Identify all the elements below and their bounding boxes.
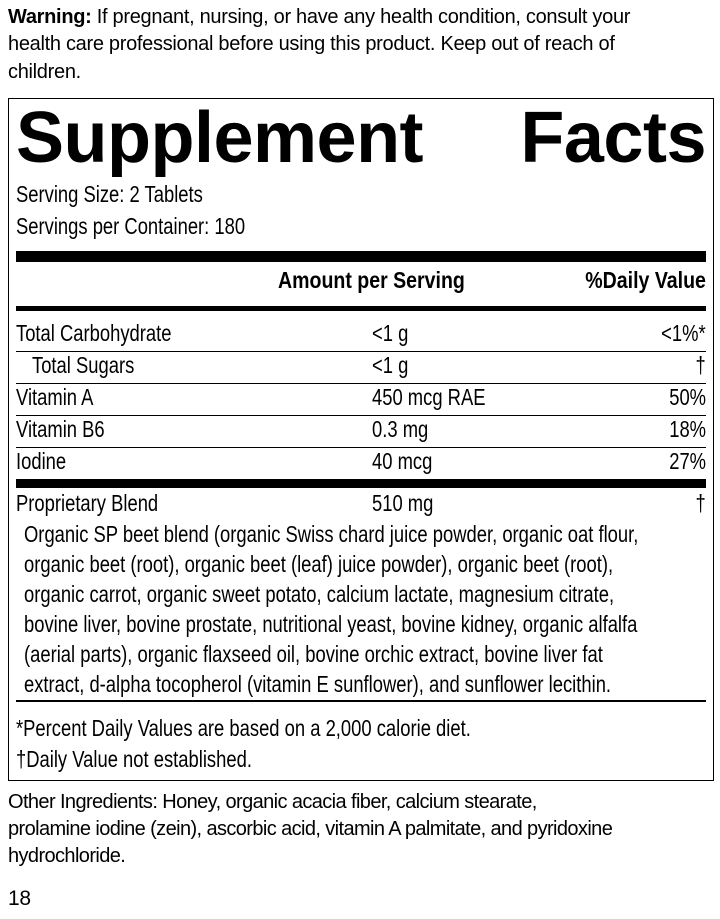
nutrient-name: Total Sugars (32, 352, 135, 378)
blend-ingredients-line: Organic SP beet blend (organic Swiss cha… (24, 521, 639, 547)
other-ingredients-line: prolamine iodine (zein), ascorbic acid, … (8, 818, 613, 840)
nutrient-name: Iodine (16, 448, 67, 474)
row-divider (16, 447, 706, 448)
header-amount: Amount per Serving (278, 267, 465, 293)
divider (16, 700, 706, 702)
title-word: Facts (520, 98, 706, 178)
blend-ingredients-line: organic carrot, organic sweet potato, ca… (24, 581, 615, 607)
nutrient-amount: <1 g (372, 320, 409, 346)
warning-line-3: children. (8, 61, 81, 83)
other-ingredients-line: Other Ingredients: Honey, organic acacia… (8, 791, 537, 813)
nutrient-amount: <1 g (372, 352, 409, 378)
nutrient-name: Vitamin A (16, 384, 94, 410)
nutrient-amount: 40 mcg (372, 448, 433, 474)
divider-medium (16, 306, 706, 311)
serving-size: Serving Size: 2 Tablets (16, 181, 203, 207)
divider-thick (16, 479, 706, 488)
footnote-dagger: †Daily Value not established. (16, 746, 252, 772)
blend-ingredients-line: (aerial parts), organic flaxseed oil, bo… (24, 641, 603, 667)
nutrient-name: Total Carbohydrate (16, 320, 172, 346)
blend-ingredients-line: organic beet (root), organic beet (leaf)… (24, 551, 614, 577)
warning-line-2: health care professional before using th… (8, 33, 615, 55)
row-divider (16, 383, 706, 384)
divider-thick (16, 251, 706, 262)
page-number: 18 (8, 887, 31, 910)
panel-title: Supplement Facts (16, 98, 706, 178)
warning-label: Warning: (8, 6, 92, 28)
title-word: Supplement (16, 98, 424, 178)
nutrient-amount: 450 mcg RAE (372, 384, 486, 410)
servings-per-container: Servings per Container: 180 (16, 213, 246, 239)
blend-dv: † (695, 490, 706, 516)
other-ingredients-line: hydrochloride. (8, 845, 126, 867)
warning-line-1: Warning: If pregnant, nursing, or have a… (8, 6, 630, 29)
nutrient-dv: <1%* (661, 320, 707, 346)
nutrient-amount: 0.3 mg (372, 416, 429, 442)
nutrient-dv: 27% (669, 448, 706, 474)
row-divider (16, 415, 706, 416)
nutrient-dv: 18% (669, 416, 706, 442)
blend-ingredients-line: bovine liver, bovine prostate, nutrition… (24, 611, 638, 637)
nutrient-dv: † (695, 352, 706, 378)
supplement-facts-panel (8, 98, 714, 781)
row-divider (16, 351, 706, 352)
nutrient-dv: 50% (669, 384, 706, 410)
nutrient-name: Vitamin B6 (16, 416, 105, 442)
warning-text: If pregnant, nursing, or have any health… (91, 6, 631, 28)
footnote-dv: *Percent Daily Values are based on a 2,0… (16, 715, 471, 741)
blend-amount: 510 mg (372, 490, 434, 516)
blend-name: Proprietary Blend (16, 490, 159, 516)
blend-ingredients-line: extract, d-alpha tocopherol (vitamin E s… (24, 671, 612, 697)
header-dv: %Daily Value (585, 267, 706, 293)
